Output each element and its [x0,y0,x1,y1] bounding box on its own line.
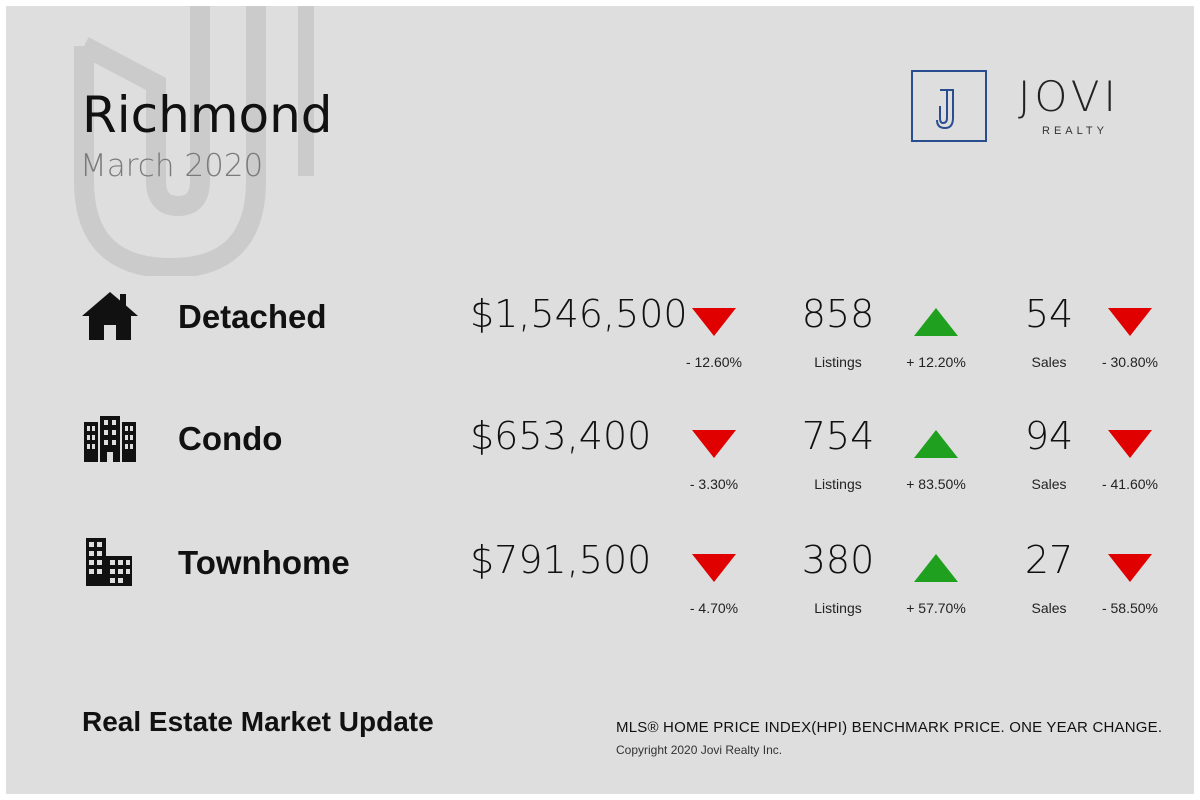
down-arrow-icon [1108,308,1152,336]
page-subtitle: March 2020 [80,148,264,184]
listings-count: 380 [801,538,875,582]
listings-trend [912,306,960,338]
sales-count: 94 [1024,414,1074,458]
brand-name: JOVI [1018,72,1120,121]
benchmark-price: $791,500 [470,538,652,582]
sales-trend [1106,306,1154,338]
condo-building-icon [80,410,140,466]
watermark-logo-icon [74,6,314,276]
footer-note: MLS® HOME PRICE INDEX(HPI) BENCHMARK PRI… [616,719,1163,736]
down-arrow-icon [1108,554,1152,582]
j-logo-icon [936,89,954,130]
listings-trend [912,552,960,584]
property-type: Detached [178,298,327,335]
down-arrow-icon [692,430,736,458]
listings-change: + 12.20% [906,354,966,370]
stats-row: Detached $1,546,500 - 12.60% 858 Listings + 1… [6,292,1194,398]
price-change: - 12.60% [685,354,743,370]
listings-trend [912,428,960,460]
benchmark-price: $1,546,500 [470,292,688,336]
footer-copyright: Copyright 2020 Jovi Realty Inc. [616,743,783,757]
price-change: - 4.70% [689,600,739,616]
sales-change: - 30.80% [1101,354,1159,370]
sales-label: Sales [1031,600,1067,616]
footer-title: Real Estate Market Update [82,706,434,737]
stats-row: Condo $653,400 - 3.30% 754 Listings + 83.50% 9… [6,414,1194,520]
house-icon [80,288,140,344]
listings-change: + 57.70% [906,600,966,616]
up-arrow-icon [914,430,958,458]
down-arrow-icon [692,554,736,582]
up-arrow-icon [914,308,958,336]
up-arrow-icon [914,554,958,582]
price-trend [690,306,738,338]
sales-trend [1106,552,1154,584]
listings-label: Listings [814,600,862,616]
price-trend [690,552,738,584]
listings-label: Listings [814,354,862,370]
page-title: Richmond [82,86,333,144]
sales-label: Sales [1031,354,1067,370]
price-trend [690,428,738,460]
stats-row: Townhome $791,500 - 4.70% 380 Listings + 57.7… [6,538,1194,644]
listings-change: + 83.50% [906,476,966,492]
sales-trend [1106,428,1154,460]
listings-count: 858 [801,292,875,336]
property-type: Townhome [178,544,350,581]
down-arrow-icon [1108,430,1152,458]
brand-subname: REALTY [1042,125,1108,137]
listings-count: 754 [801,414,875,458]
sales-label: Sales [1031,476,1067,492]
benchmark-price: $653,400 [470,414,652,458]
sales-count: 27 [1024,538,1074,582]
listings-label: Listings [814,476,862,492]
sales-change: - 58.50% [1101,600,1159,616]
property-type: Condo [178,420,283,457]
brand-logo-mark [911,70,987,142]
market-update-card: Richmond March 2020 JOVI REALTY Detached… [6,6,1194,794]
sales-change: - 41.60% [1101,476,1159,492]
sales-count: 54 [1024,292,1074,336]
townhome-building-icon [80,534,140,590]
price-change: - 3.30% [689,476,739,492]
down-arrow-icon [692,308,736,336]
